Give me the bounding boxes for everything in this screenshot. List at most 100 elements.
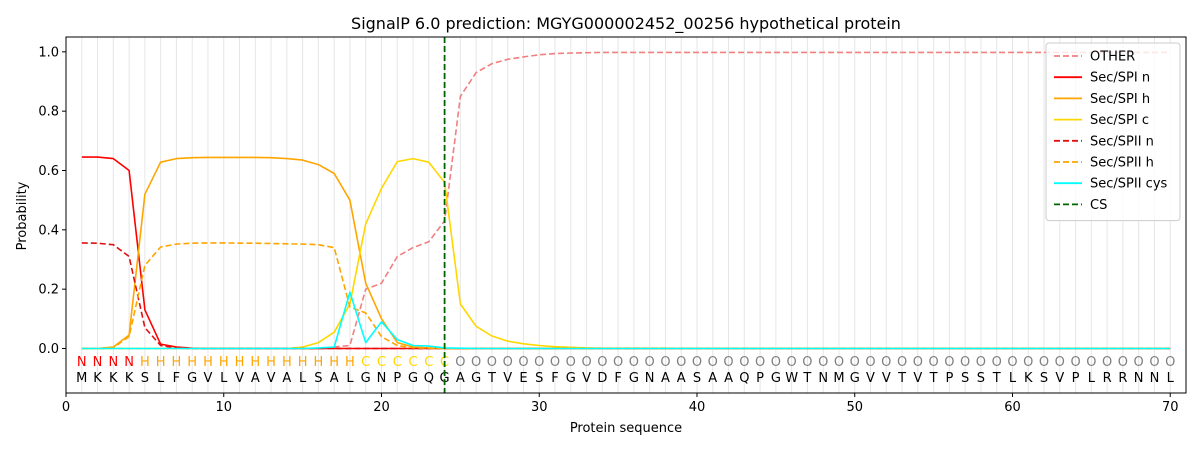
legend-label: Sec/SPI c [1090,113,1149,128]
residue-letter: A [661,371,670,386]
residue-letter: G [771,371,781,386]
region-label: O [739,355,749,370]
region-label: O [1007,355,1017,370]
region-label: N [77,355,87,370]
region-label: H [266,355,276,370]
residue-letter: S [961,371,969,386]
residue-letter: R [1118,371,1127,386]
region-label: O [1134,355,1144,370]
region-label: O [818,355,828,370]
residue-letter: A [724,371,733,386]
region-label: O [992,355,1002,370]
y-axis-label: Probability [15,181,30,250]
region-label: O [455,355,465,370]
region-label: O [503,355,513,370]
residue-letter: P [756,371,764,386]
residue-letter: W [785,371,798,386]
residue-letter: V [582,371,591,386]
residue-letter: V [866,371,875,386]
residue-letter: V [882,371,891,386]
region-label: H [187,355,197,370]
region-label: O [645,355,655,370]
residue-letter: K [1024,371,1033,386]
region-label: H [345,355,355,370]
residue-letter: A [708,371,717,386]
residue-letter: S [314,371,322,386]
residue-letter: R [1103,371,1112,386]
series-line-other [81,51,1171,350]
y-tick-label: 0.0 [38,342,59,357]
residue-letter: G [361,371,371,386]
legend-label: CS [1090,198,1107,213]
residue-letter: A [330,371,339,386]
residue-letter: S [693,371,701,386]
y-tick-label: 0.6 [38,164,59,179]
legend-label: Sec/SPI n [1090,71,1150,86]
x-tick-label: 50 [846,400,863,415]
region-label: H [298,355,308,370]
legend-label: OTHER [1090,50,1135,65]
region-label: H [172,355,182,370]
y-axis-ticks: 0.0 0.2 0.4 0.6 0.8 1.0 [38,45,66,357]
residue-letter: V [1055,371,1064,386]
region-label: H [235,355,245,370]
region-label: O [613,355,623,370]
residue-letter: Q [739,371,749,386]
residue-letter: A [456,371,465,386]
region-label: C [377,355,386,370]
chart-title: SignalP 6.0 prediction: MGYG000002452_00… [351,14,901,34]
residue-letter: S [535,371,543,386]
region-label: O [960,355,970,370]
series-line-sec-spi-c [81,157,1171,350]
residue-letter: T [487,371,496,386]
legend-label: Sec/SPII n [1090,134,1154,149]
region-label: C [424,355,433,370]
sequence-annotation: NMNKNKNKHSHLHFHGHVHLHVHAHVHAHLHSHAHLCGCN… [76,355,1175,386]
residue-letter: P [1072,371,1080,386]
region-label: O [1023,355,1033,370]
region-label: O [723,355,733,370]
region-label: H [314,355,324,370]
region-label: O [550,355,560,370]
series-line-sec-spi-n [81,156,1171,350]
region-label: H [219,355,229,370]
region-label: O [566,355,576,370]
region-label: O [802,355,812,370]
region-label: H [140,355,150,370]
residue-letter: K [125,371,134,386]
x-tick-label: 60 [1004,400,1021,415]
residue-letter: A [282,371,291,386]
region-label: C [361,355,370,370]
residue-letter: F [551,371,558,386]
legend-label: Sec/SPII cys [1090,177,1168,192]
series-line-sec-spii-h [81,242,1171,350]
plot-frame [65,36,1187,394]
x-axis-ticks: 0 10 20 30 40 50 60 70 [62,393,1178,415]
region-label: O [1039,355,1049,370]
region-label: C [409,355,418,370]
region-label: O [1070,355,1080,370]
region-label: H [203,355,213,370]
residue-letter: G [471,371,481,386]
region-label: O [597,355,607,370]
x-tick-label: 30 [531,400,548,415]
region-label: O [944,355,954,370]
residue-letter: G [629,371,639,386]
region-label: O [581,355,591,370]
region-label: O [913,355,923,370]
residue-letter: G [566,371,576,386]
region-label: O [1086,355,1096,370]
residue-letter: F [173,371,180,386]
residue-letter: L [299,371,307,386]
residue-letter: P [393,371,401,386]
residue-letter: S [977,371,985,386]
region-label: H [250,355,260,370]
residue-letter: K [93,371,102,386]
residue-letter: G [408,371,418,386]
legend-box [1045,42,1181,222]
series-line-sec-spi-h [81,156,1171,350]
residue-letter: M [833,371,844,386]
legend: OTHER Sec/SPI n Sec/SPI h Sec/SPI c Sec/SPII… [1045,42,1181,222]
region-label: O [928,355,938,370]
region-label: O [1118,355,1128,370]
